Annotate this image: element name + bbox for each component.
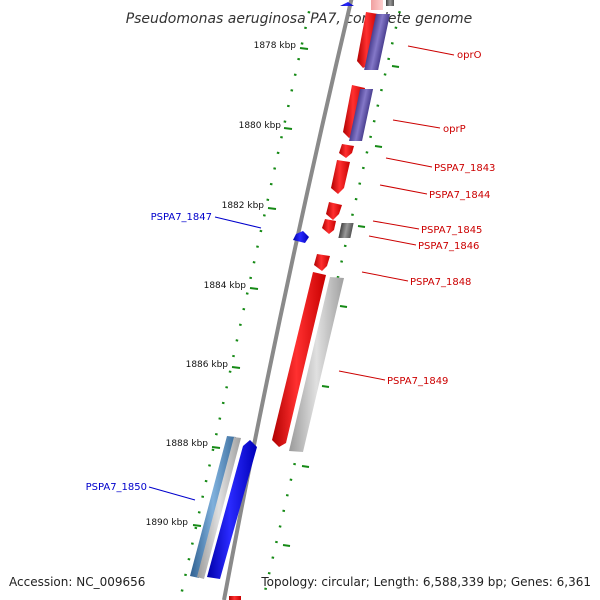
gene-label-1843[interactable]: PSPA7_1843 (434, 163, 495, 174)
gene-1844-arrow[interactable] (331, 160, 350, 194)
gene-label-1844[interactable]: PSPA7_1844 (429, 190, 490, 201)
gene-1850-arrow[interactable] (207, 440, 257, 579)
reverse-strand-genes (190, 231, 309, 579)
tick-1890 (192, 524, 202, 527)
tick-1880 (283, 127, 293, 130)
gene-1848-arrow[interactable] (314, 254, 330, 271)
topology-text: Topology: circular; Length: 6,588,339 bp… (260, 575, 591, 589)
gene-1850-cog-grey[interactable] (197, 437, 241, 579)
map-title: Pseudomonas aeruginosa PA7, complete gen… (126, 11, 473, 27)
tick-1882 (267, 207, 277, 210)
tick-1886 (231, 366, 241, 369)
gene-label-oprp[interactable]: oprP (443, 124, 466, 135)
tick-label-1886: 1886 kbp (186, 360, 229, 370)
gene-fragment-bottom (229, 596, 241, 600)
gene-label-1850[interactable]: PSPA7_1850 (86, 482, 147, 493)
gene-1846-cog[interactable] (338, 223, 354, 238)
gene-1847-arrow[interactable] (293, 231, 309, 243)
gene-1849-arrow[interactable] (272, 272, 326, 447)
gene-1849-cog[interactable] (289, 277, 344, 452)
gene-fragment-top-dark (386, 0, 394, 6)
gene-fragment-top-pink (371, 0, 383, 10)
genome-backbone (222, 0, 354, 600)
tick-1878 (299, 47, 309, 50)
tick-label-1890: 1890 kbp (146, 518, 189, 528)
gene-opro-arrow[interactable] (357, 12, 378, 68)
tick-label-1880: 1880 kbp (239, 121, 282, 131)
tick-label-1884: 1884 kbp (204, 281, 247, 291)
gene-label-opro[interactable]: oprO (457, 50, 482, 61)
gene-oprp-cog[interactable] (349, 89, 374, 141)
inner-dotted-ring (178, 0, 313, 600)
gene-opro-cog[interactable] (364, 14, 391, 70)
forward-strand-genes (272, 12, 391, 452)
tick-label-1888: 1888 kbp (166, 439, 209, 449)
kbp-ticks (192, 47, 309, 527)
tick-label-1882: 1882 kbp (222, 201, 265, 211)
gene-fragment-top (340, 2, 354, 6)
tick-1888 (211, 446, 221, 449)
accession-text: Accession: NC_009656 (9, 575, 145, 589)
gene-label-1849[interactable]: PSPA7_1849 (387, 376, 448, 387)
gene-label-1847[interactable]: PSPA7_1847 (151, 212, 212, 223)
tick-label-1878: 1878 kbp (254, 41, 297, 51)
gene-label-1845[interactable]: PSPA7_1845 (421, 225, 482, 236)
gene-1846-arrow[interactable] (322, 219, 336, 234)
gene-1845-arrow[interactable] (326, 202, 342, 220)
label-connectors (148, 45, 455, 501)
gene-1843-arrow[interactable] (339, 144, 354, 158)
gene-label-1846[interactable]: PSPA7_1846 (418, 241, 479, 252)
gene-label-1848[interactable]: PSPA7_1848 (410, 277, 471, 288)
gene-1850-cog-steel[interactable] (190, 436, 236, 578)
outer-ring-ticks (282, 65, 400, 547)
tick-1884 (249, 287, 259, 290)
